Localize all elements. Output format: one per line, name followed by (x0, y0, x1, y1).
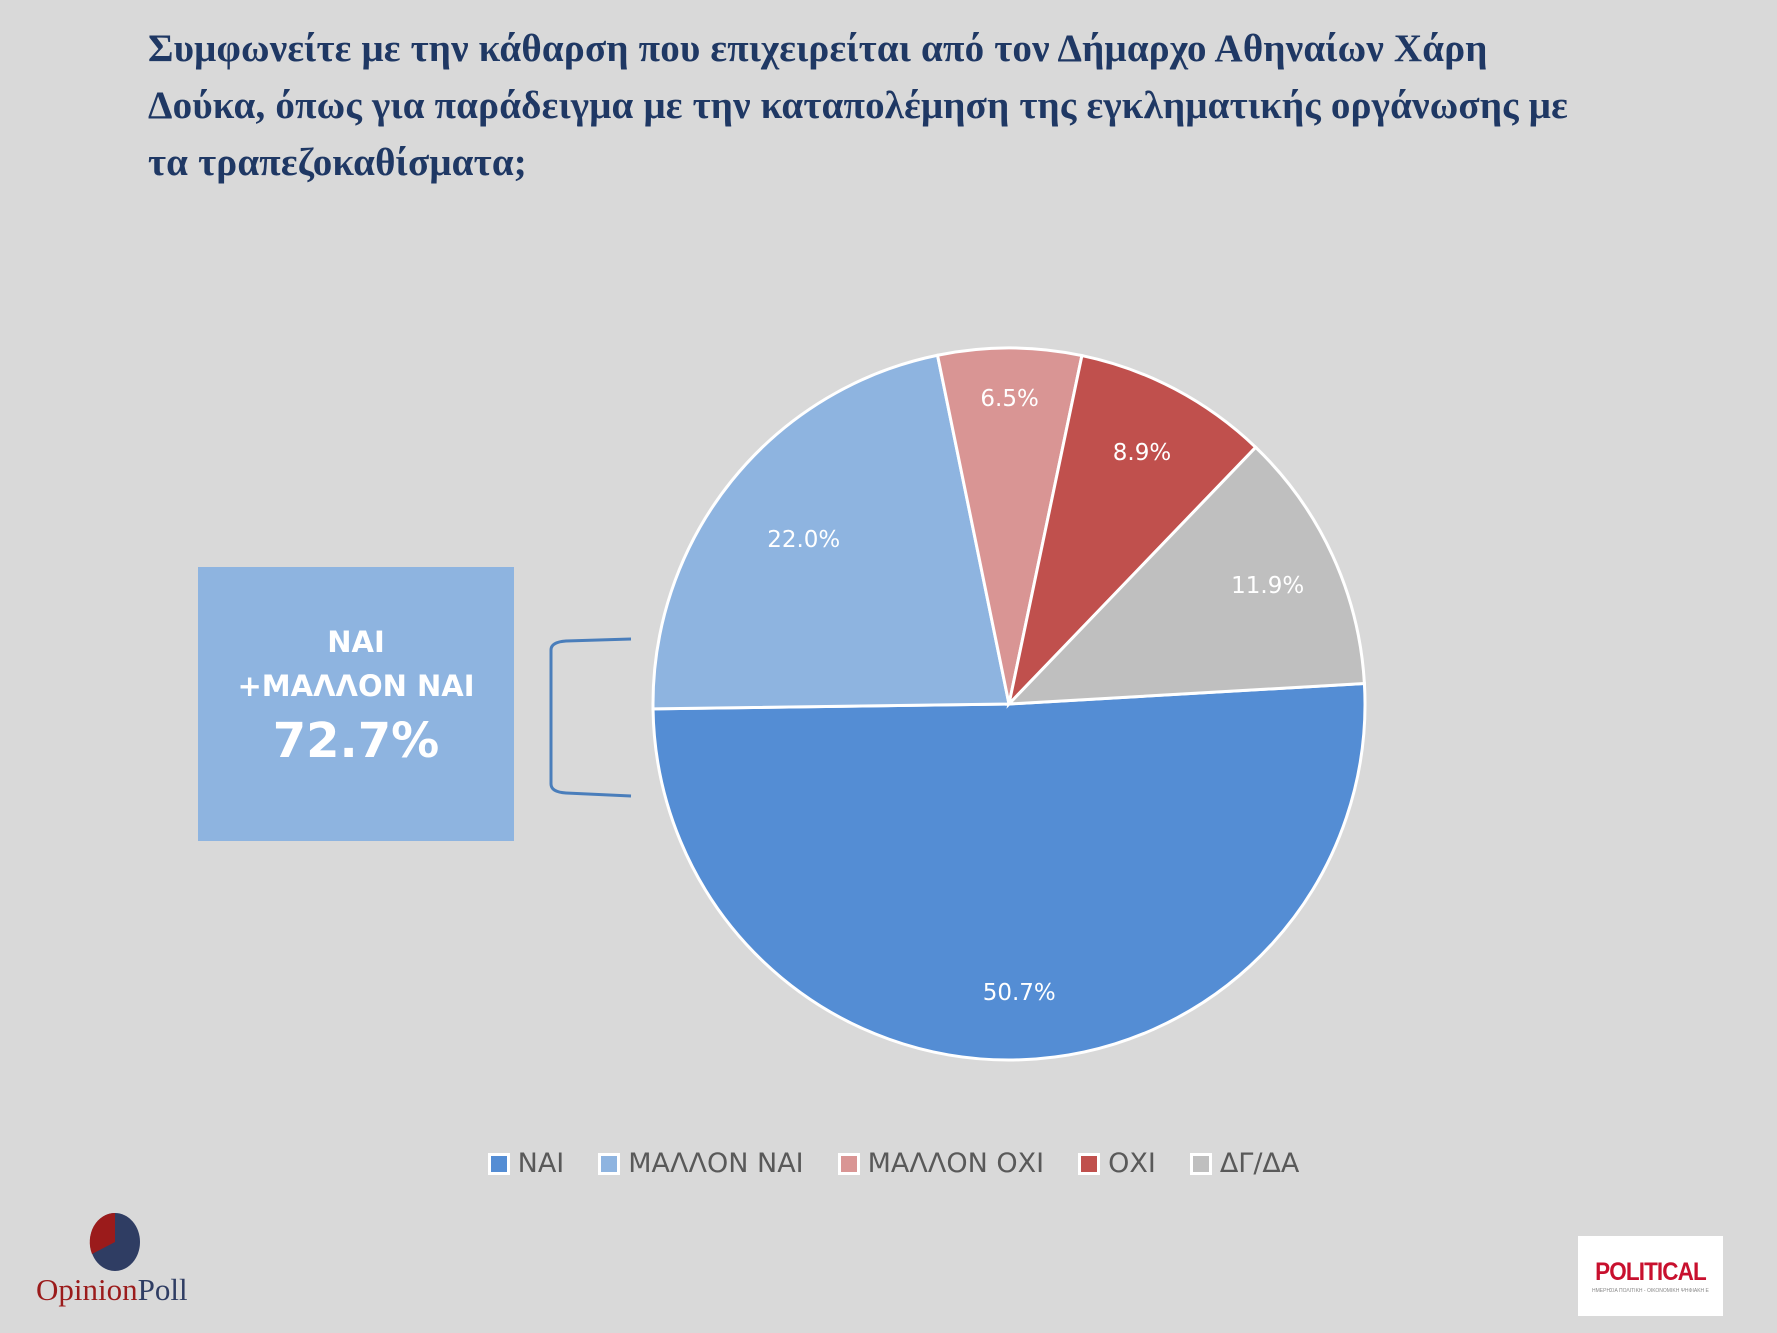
opinionpoll-text-part2: Poll (137, 1272, 188, 1307)
title-line-2: Δούκα, όπως για παράδειγμα με την καταπο… (148, 84, 1568, 127)
legend-swatch-icon (487, 1152, 510, 1175)
title-line-1: Συμφωνείτε με την κάθαρση που επιχειρείτ… (148, 27, 1488, 70)
legend-label: ΟΧΙ (1108, 1148, 1156, 1179)
pie-slice-dg-da (1005, 445, 1366, 706)
pie-slice-mallon-oxi (935, 346, 1084, 705)
pie-slices (651, 346, 1367, 1062)
summary-line-2: +ΜΑΛΛΟΝ ΝΑΙ (237, 669, 475, 703)
pie-slice-labels: 50.7% 22.0% 6.5% 8.9% 11.9% (767, 386, 1304, 1006)
slice-label-mallon-oxi: 6.5% (980, 386, 1038, 412)
slice-label-oxi: 8.9% (1113, 440, 1171, 466)
legend-swatch-icon (1189, 1152, 1212, 1175)
legend-label: ΜΑΛΛΟΝ ΝΑΙ (628, 1148, 804, 1179)
legend-swatch-icon (598, 1152, 621, 1175)
opinionpoll-logo-text: OpinionPoll (36, 1272, 188, 1308)
slice-label-dg-da: 11.9% (1231, 573, 1304, 599)
slice-label-mallon-nai: 22.0% (767, 527, 840, 553)
political-logo-name: POLITICAL (1595, 1258, 1707, 1286)
legend-label: ΝΑΙ (517, 1148, 565, 1179)
summary-box: ΝΑΙ +ΜΑΛΛΟΝ ΝΑΙ 72.7% (198, 567, 514, 841)
pie-slice-nai (651, 681, 1367, 1062)
legend-item: ΜΑΛΛΟΝ ΟΧΙ (837, 1148, 1045, 1179)
political-logo: POLITICAL ΗΜΕΡΗΣΙΑ ΠΟΛΙΤΙΚΗ - ΟΙΚΟΝΟΜΙΚΗ… (1578, 1236, 1723, 1316)
legend-swatch-icon (1078, 1152, 1101, 1175)
legend-item: ΔΓ/ΔΑ (1189, 1148, 1300, 1179)
slice-label-nai: 50.7% (983, 980, 1056, 1006)
opinionpoll-logo-icon (89, 1212, 140, 1271)
legend-item: ΜΑΛΛΟΝ ΝΑΙ (598, 1148, 804, 1179)
legend-label: ΔΓ/ΔΑ (1219, 1148, 1300, 1179)
summary-value: 72.7% (272, 713, 440, 769)
bracket-connector (549, 637, 632, 798)
legend-label: ΜΑΛΛΟΝ ΟΧΙ (867, 1148, 1045, 1179)
pie-slice-oxi (1006, 353, 1258, 709)
opinionpoll-text-part1: Opinion (36, 1272, 138, 1307)
summary-line-1: ΝΑΙ (327, 625, 385, 659)
legend-item: ΟΧΙ (1078, 1148, 1156, 1179)
pie-slice-mallon-nai (651, 353, 1011, 711)
title-line-3: τα τραπεζοκαθίσματα; (148, 141, 527, 184)
chart-legend: ΝΑΙ ΜΑΛΛΟΝ ΝΑΙ ΜΑΛΛΟΝ ΟΧΙ ΟΧΙ ΔΓ/ΔΑ (0, 1148, 1777, 1179)
legend-item: ΝΑΙ (487, 1148, 565, 1179)
political-logo-tagline: ΗΜΕΡΗΣΙΑ ΠΟΛΙΤΙΚΗ - ΟΙΚΟΝΟΜΙΚΗ ΨΗΦΙΑΚΗ Ε… (1592, 1288, 1709, 1294)
legend-swatch-icon (837, 1152, 860, 1175)
chart-title: Συμφωνείτε με την κάθαρση που επιχειρείτ… (148, 20, 1708, 191)
